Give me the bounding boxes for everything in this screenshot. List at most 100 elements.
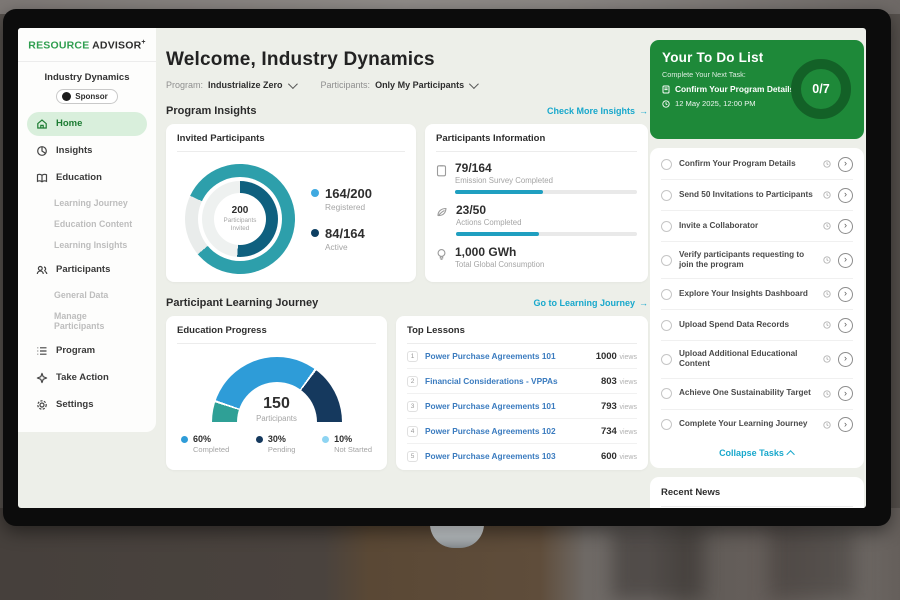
program-dropdown[interactable]: Program: Industrialize Zero bbox=[166, 78, 298, 90]
go-to-learning-journey-link[interactable]: Go to Learning Journey → bbox=[533, 298, 648, 308]
collapse-tasks-link[interactable]: Collapse Tasks bbox=[661, 440, 853, 462]
page-title: Welcome, Industry Dynamics bbox=[166, 49, 435, 70]
sidebar-item-settings[interactable]: Settings bbox=[27, 393, 147, 417]
not-started-value: 10% bbox=[334, 434, 353, 444]
sidebar-item-label: Home bbox=[56, 118, 83, 129]
info-row-consumption: 1,000 GWh Total Global Consumption bbox=[436, 245, 637, 269]
sidebar-item-label: Settings bbox=[56, 399, 94, 410]
lesson-link[interactable]: Power Purchase Agreements 103 bbox=[425, 451, 556, 461]
sidebar-item-program[interactable]: Program bbox=[27, 339, 147, 363]
participants-information-card: Participants Information 79/164 Emission… bbox=[425, 124, 648, 282]
invited-participants-card: Invited Participants 200 Participants In… bbox=[166, 124, 416, 293]
todo-due-date: 12 May 2025, 12:00 PM bbox=[675, 99, 756, 108]
task-checkbox[interactable] bbox=[661, 158, 672, 170]
clock-icon bbox=[823, 160, 831, 168]
logo-resource: RESOURCE bbox=[28, 39, 90, 52]
task-checkbox[interactable] bbox=[661, 353, 672, 365]
views-count: 803 bbox=[600, 375, 617, 387]
learning-journey-title: Participant Learning Journey bbox=[166, 297, 319, 309]
chevron-right-icon[interactable]: › bbox=[838, 187, 853, 203]
clock-icon bbox=[823, 420, 831, 429]
lesson-row: 4 Power Purchase Agreements 102 734 view… bbox=[407, 419, 637, 444]
action-icon bbox=[36, 372, 48, 383]
info-row-survey: 79/164 Emission Survey Completed bbox=[436, 161, 637, 194]
clock-icon bbox=[662, 99, 670, 108]
app-logo: RESOURCE ADVISOR+ bbox=[18, 39, 156, 62]
task-checkbox[interactable] bbox=[661, 254, 672, 266]
rank-badge: 3 bbox=[407, 400, 418, 412]
clock-icon bbox=[823, 321, 831, 329]
task-checkbox[interactable] bbox=[661, 388, 672, 400]
survey-label: Emission Survey Completed bbox=[455, 176, 553, 185]
chevron-right-icon[interactable]: › bbox=[838, 286, 853, 302]
views-label: views bbox=[619, 353, 637, 361]
sidebar-item-manage-participants[interactable]: Manage Participants bbox=[54, 310, 105, 331]
link-label: Go to Learning Journey bbox=[533, 298, 635, 308]
sidebar-item-label: Insights bbox=[56, 145, 93, 156]
chevron-right-icon[interactable]: › bbox=[838, 351, 853, 367]
sidebar-item-education[interactable]: Education bbox=[27, 166, 147, 190]
sidebar-item-home[interactable]: Home bbox=[27, 111, 147, 136]
chevron-right-icon[interactable]: › bbox=[838, 417, 853, 433]
chevron-right-icon[interactable]: › bbox=[838, 317, 853, 333]
sidebar-item-education-content[interactable]: Education Content bbox=[54, 218, 133, 229]
legend-registered: 164/200 Registered bbox=[311, 186, 372, 212]
task-row-invite-collaborator[interactable]: Invite a Collaborator › bbox=[661, 211, 853, 242]
top-lessons-card: Top Lessons 1 Power Purchase Agreements … bbox=[396, 316, 648, 470]
todo-subtitle: Complete Your Next Task: bbox=[662, 70, 746, 79]
task-row-upload-spend-data[interactable]: Upload Spend Data Records › bbox=[661, 310, 853, 342]
program-insights-title: Program Insights bbox=[166, 105, 257, 117]
rank-badge: 4 bbox=[407, 425, 418, 437]
task-row-verify-participants[interactable]: Verify participants requesting to join t… bbox=[661, 242, 853, 280]
task-row-send-invitations[interactable]: Send 50 Invitations to Participants › bbox=[661, 180, 853, 211]
sidebar-item-general-data[interactable]: General Data bbox=[54, 289, 109, 300]
task-label: Confirm Your Program Details bbox=[679, 158, 796, 168]
sidebar-item-learning-journey[interactable]: Learning Journey bbox=[54, 197, 128, 208]
task-checkbox[interactable] bbox=[661, 220, 672, 232]
link-label: Check More Insights bbox=[546, 106, 635, 116]
task-checkbox[interactable] bbox=[661, 319, 672, 331]
sidebar-item-insights[interactable]: Insights bbox=[27, 139, 147, 163]
task-checkbox[interactable] bbox=[661, 419, 672, 431]
task-row-explore-insights[interactable]: Explore Your Insights Dashboard › bbox=[661, 279, 853, 311]
gear-icon bbox=[37, 399, 47, 410]
chevron-right-icon[interactable]: › bbox=[838, 156, 853, 172]
background-blur-shape bbox=[612, 528, 704, 600]
education-progress-card: Education Progress 150 Participants 60% bbox=[166, 316, 387, 470]
chevron-right-icon[interactable]: › bbox=[838, 218, 853, 234]
views-label: views bbox=[619, 378, 637, 386]
task-row-complete-learning-journey[interactable]: Complete Your Learning Journey › bbox=[661, 410, 853, 440]
lesson-link[interactable]: Power Purchase Agreements 101 bbox=[425, 351, 556, 361]
not-started-caption: Not Started bbox=[334, 445, 372, 454]
check-more-insights-link[interactable]: Check More Insights → bbox=[547, 106, 648, 116]
card-title: Education Progress bbox=[177, 325, 376, 344]
survey-progress-track bbox=[455, 190, 637, 194]
sidebar-item-participants[interactable]: Participants bbox=[27, 258, 147, 282]
sidebar-item-learning-insights[interactable]: Learning Insights bbox=[54, 239, 128, 250]
active-value: 84/164 bbox=[325, 226, 365, 241]
legend-active: 84/164 Active bbox=[311, 226, 372, 252]
sponsor-badge: Sponsor bbox=[56, 88, 118, 104]
views-count: 793 bbox=[600, 400, 617, 412]
task-checkbox[interactable] bbox=[661, 189, 672, 201]
task-label: Invite a Collaborator bbox=[679, 220, 759, 230]
task-checkbox[interactable] bbox=[661, 288, 672, 300]
lesson-link[interactable]: Power Purchase Agreements 101 bbox=[425, 401, 556, 411]
clock-icon bbox=[823, 290, 831, 298]
dashboard-screen: RESOURCE ADVISOR+ Industry Dynamics Spon… bbox=[18, 28, 866, 508]
participants-icon bbox=[36, 265, 48, 274]
recent-news-title: Recent News bbox=[661, 487, 853, 507]
task-row-confirm-program[interactable]: Confirm Your Program Details › bbox=[661, 149, 853, 180]
todo-progress-ring: 0/7 bbox=[791, 59, 851, 119]
chevron-right-icon[interactable]: › bbox=[838, 252, 853, 268]
lesson-link[interactable]: Power Purchase Agreements 102 bbox=[425, 426, 556, 436]
active-caption: Active bbox=[325, 242, 348, 252]
task-row-upload-educational-content[interactable]: Upload Additional Educational Content › bbox=[661, 341, 853, 379]
chevron-right-icon[interactable]: › bbox=[838, 386, 853, 402]
lesson-link[interactable]: Financial Considerations - VPPAs bbox=[425, 376, 558, 386]
completed-caption: Completed bbox=[193, 445, 230, 454]
pending-caption: Pending bbox=[267, 445, 296, 454]
task-row-achieve-sustainability-target[interactable]: Achieve One Sustainability Target › bbox=[661, 379, 853, 410]
participants-dropdown[interactable]: Participants: Only My Participants bbox=[321, 78, 479, 90]
sidebar-item-take-action[interactable]: Take Action bbox=[27, 366, 147, 390]
